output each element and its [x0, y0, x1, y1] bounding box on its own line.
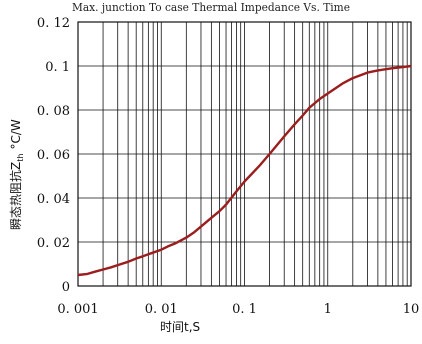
y-tick-label: 0. 08 [37, 104, 70, 119]
x-axis-label: 时间t,S [160, 320, 200, 334]
x-tick-label: 1 [324, 302, 332, 317]
x-tick-label: 0. 1 [232, 302, 257, 317]
y-tick-label: 0. 04 [37, 192, 70, 207]
y-axis: 0 0. 02 0. 04 0. 06 0. 08 0. 1 0. 12 [37, 16, 70, 295]
y-tick-label: 0. 06 [37, 148, 70, 163]
y-axis-label-main: 瞬态热阻抗Z [8, 162, 23, 230]
y-tick-label: 0 [62, 280, 70, 295]
y-tick-label: 0. 1 [45, 60, 70, 75]
y-axis-label-unit: °C/W [9, 119, 23, 149]
x-tick-label: 0. 001 [57, 302, 98, 317]
y-axis-label: 瞬态热阻抗Zth °C/W [8, 119, 25, 230]
grid-lines [78, 22, 411, 286]
x-axis: 0. 001 0. 01 0. 1 1 10 [57, 302, 419, 317]
y-tick-label: 0. 02 [37, 236, 70, 251]
y-axis-label-sub: th [16, 154, 25, 162]
x-tick-label: 10 [403, 302, 420, 317]
chart-title: Max. junction To case Thermal Impedance … [72, 1, 350, 14]
y-tick-label: 0. 12 [37, 16, 70, 31]
plot-frame [77, 21, 412, 287]
impedance-curve [77, 64, 412, 277]
x-tick-label: 0. 01 [145, 302, 178, 317]
